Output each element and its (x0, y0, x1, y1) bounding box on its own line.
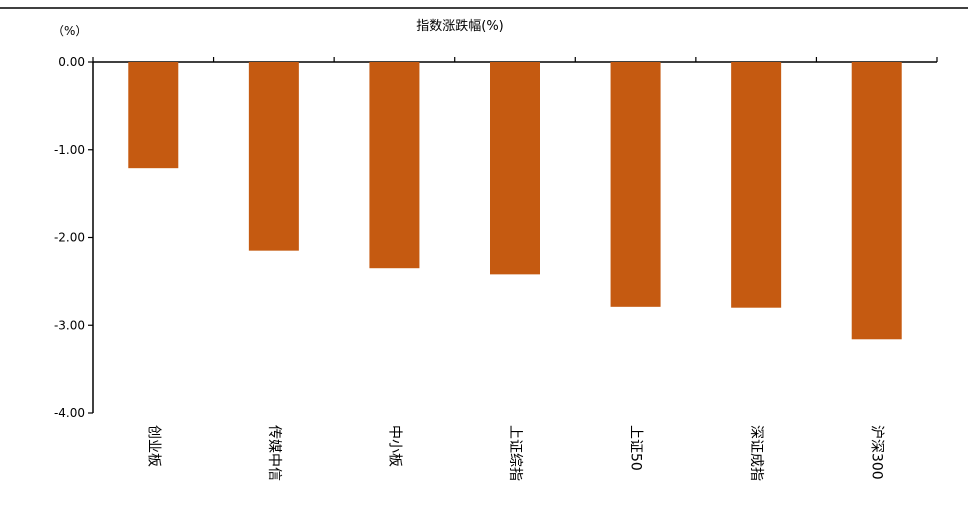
x-category-label: 上证50 (628, 425, 644, 471)
bar-4 (490, 62, 540, 275)
x-category-label: 沪深300 (869, 425, 885, 480)
bar-5 (610, 62, 661, 307)
bar-2 (248, 62, 299, 251)
y-tick-label: 0.00 (58, 55, 85, 69)
bar-6 (731, 62, 782, 308)
y-unit-label: （%） (52, 24, 87, 38)
bar-3 (369, 62, 420, 269)
y-tick-label: -4.00 (54, 406, 85, 420)
x-category-label: 创业板 (145, 425, 161, 467)
x-category-label: 上证综指 (507, 425, 523, 481)
bar-1 (128, 62, 179, 169)
y-tick-label: -2.00 (54, 231, 85, 245)
chart-title: 指数涨跌幅(%) (416, 18, 504, 34)
plot-area: 0.00 -1.00 -2.00 -3.00 -4.00 创业板 传媒中信 中小板 上证综指 上证… (54, 55, 938, 481)
x-category-label: 传媒中信 (266, 425, 282, 481)
x-category-label: 中小板 (386, 425, 402, 467)
x-category-label: 深证成指 (748, 425, 764, 481)
y-tick-label: -1.00 (54, 143, 85, 157)
y-tick-label: -3.00 (54, 318, 85, 332)
bar-7 (851, 62, 902, 340)
